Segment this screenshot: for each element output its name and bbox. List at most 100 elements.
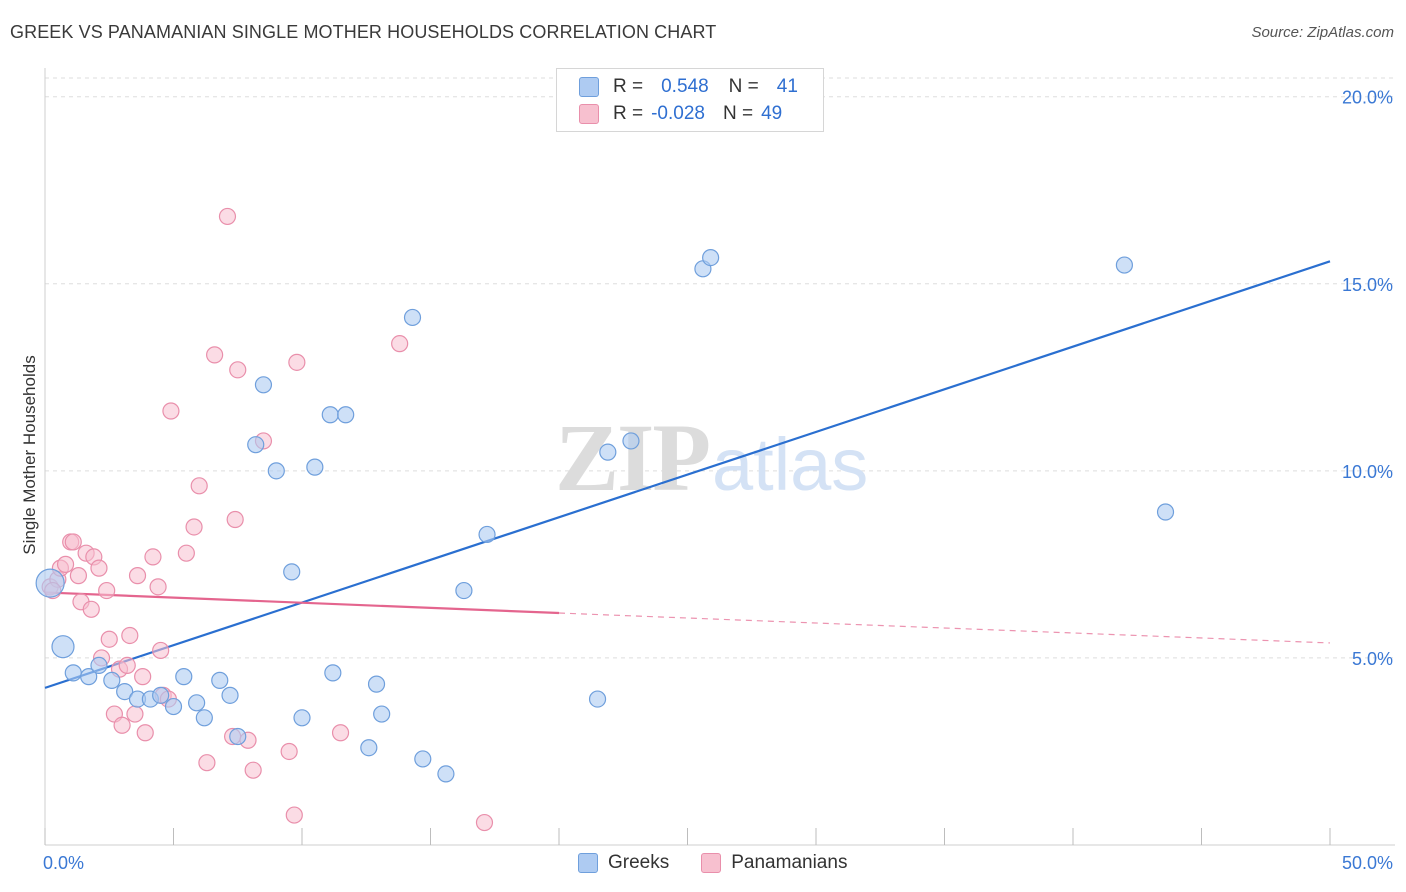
panamanians-point	[206, 346, 224, 364]
greeks-point	[211, 671, 229, 689]
chart-title: GREEK VS PANAMANIAN SINGLE MOTHER HOUSEH…	[10, 22, 717, 42]
panamanians-point	[391, 335, 409, 353]
panamanians-point	[229, 361, 247, 379]
n-label: N =	[728, 76, 759, 97]
greeks-point	[80, 668, 98, 686]
y-tick-label: 15.0%	[1342, 275, 1393, 295]
r-label: R =	[613, 103, 644, 124]
legend-label-panamanians: Panamanians	[731, 852, 848, 873]
watermark-zip: ZIP	[555, 404, 709, 511]
panamanians-point	[475, 813, 494, 832]
panamanians-point	[177, 544, 195, 562]
panamanians-point	[121, 626, 139, 645]
panamanians-point	[136, 724, 154, 742]
legend-row-greeks: R = 0.548 N = 41	[579, 74, 798, 100]
axes	[44, 68, 1395, 846]
panamanians-point	[218, 207, 237, 226]
greeks-point	[221, 686, 239, 704]
greeks-point	[51, 635, 75, 659]
greeks-point	[152, 686, 170, 704]
panamanians-point	[144, 548, 162, 566]
panamanians-point	[288, 353, 306, 371]
y-tick-label: 20.0%	[1342, 88, 1393, 108]
panamanians-point	[134, 668, 152, 686]
greeks-point	[702, 248, 720, 267]
panamanians-trend-extension	[558, 612, 1331, 644]
n-value: 49	[761, 103, 783, 124]
greeks-point	[254, 376, 273, 394]
greeks-point	[437, 765, 455, 783]
trend-lines	[44, 260, 1331, 689]
greeks-point	[267, 462, 285, 480]
panamanians-point	[128, 567, 147, 585]
r-value: 0.548	[661, 76, 709, 97]
greeks-points	[35, 248, 1175, 783]
greeks-point	[229, 727, 247, 746]
watermark-atlas: atlas	[712, 423, 868, 506]
greeks-point	[164, 697, 183, 716]
greeks-point	[337, 406, 355, 424]
greeks-point	[367, 675, 386, 693]
panamanians-points	[41, 207, 494, 832]
greeks-point	[1115, 256, 1134, 274]
greeks-point	[403, 308, 422, 327]
n-value: 41	[776, 76, 798, 97]
greeks-point	[306, 458, 324, 476]
greeks-point	[103, 671, 121, 689]
r-label: R =	[613, 76, 644, 97]
legend-label-greeks: Greeks	[608, 852, 670, 873]
greeks-point	[360, 739, 378, 757]
series-legend: Greeks Panamanians	[578, 852, 879, 874]
greeks-point	[588, 690, 607, 708]
legend-item-greeks[interactable]: Greeks	[578, 852, 669, 874]
greeks-point	[175, 668, 193, 686]
n-label: N =	[722, 103, 754, 124]
panamanians-point	[331, 724, 350, 742]
r-value: -0.028	[651, 103, 705, 124]
greeks-point	[64, 664, 82, 682]
greeks-point	[478, 525, 496, 544]
greeks-point	[1156, 503, 1175, 521]
panamanians-point	[198, 754, 216, 772]
panamanians-point	[285, 806, 303, 824]
panamanians-point	[69, 567, 88, 585]
panamanians-point	[162, 402, 180, 420]
legend-item-panamanians[interactable]: Panamanians	[701, 852, 847, 874]
correlation-legend: R = 0.548 N = 41 R = -0.028 N = 49	[556, 68, 824, 132]
panamanians-point	[185, 518, 203, 536]
greeks-swatch	[579, 77, 599, 97]
panamanians-point	[100, 630, 118, 648]
panamanians-point	[64, 533, 82, 551]
tick-labels: 5.0% 10.0% 15.0% 20.0% 0.0% 50.0%	[43, 88, 1393, 873]
greeks-point	[116, 682, 134, 701]
panamanians-point	[118, 656, 136, 675]
panamanians-point	[113, 716, 131, 734]
y-tick-label: 5.0%	[1352, 649, 1393, 669]
greeks-point	[599, 443, 617, 461]
panamanians-point	[190, 477, 208, 495]
greeks-point	[622, 432, 640, 450]
panamanians-trend-line	[44, 591, 560, 615]
greeks-point	[293, 709, 311, 727]
y-tick-label: 10.0%	[1342, 462, 1393, 482]
panamanians-point	[82, 600, 100, 618]
panamanians-point	[244, 761, 262, 779]
panamanians-point	[152, 641, 170, 660]
legend-row-panamanians: R = -0.028 N = 49	[579, 101, 782, 127]
greeks-point	[247, 436, 265, 454]
greeks-point	[283, 563, 301, 581]
greeks-point	[90, 656, 108, 675]
greeks-swatch	[578, 853, 598, 873]
y-axis-label: Single Mother Households	[20, 355, 39, 555]
greeks-point	[188, 694, 206, 712]
source-credit: Source: ZipAtlas.com	[1251, 24, 1394, 41]
greeks-point	[35, 568, 65, 598]
panamanians-point	[90, 559, 108, 577]
greeks-point	[321, 406, 339, 424]
greeks-point	[373, 705, 391, 723]
x-tick-label: 50.0%	[1342, 853, 1393, 873]
panamanians-point	[280, 742, 298, 761]
greeks-point	[414, 750, 432, 768]
panamanians-point	[126, 705, 144, 723]
